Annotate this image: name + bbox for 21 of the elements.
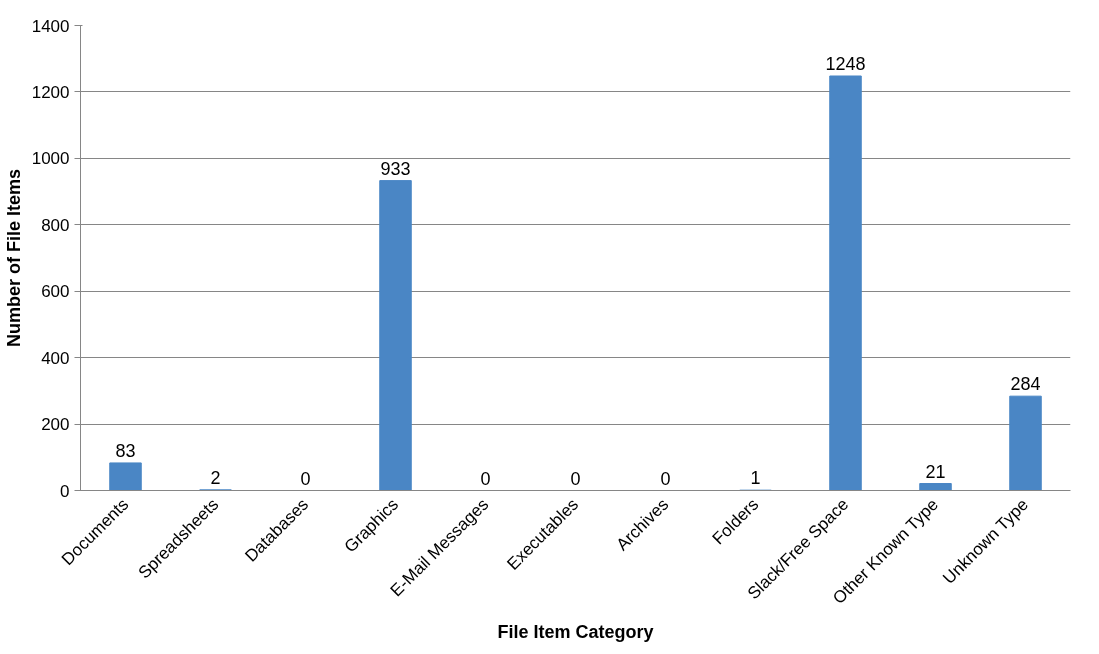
data-label: 284 — [1010, 374, 1041, 395]
y-tick-label: 200 — [41, 415, 70, 435]
y-tick-label: 1200 — [31, 82, 70, 102]
data-label: 1248 — [825, 53, 866, 74]
y-tick-label: 1000 — [31, 149, 70, 169]
data-label: 0 — [300, 468, 311, 489]
data-label: 933 — [380, 158, 411, 179]
y-axis-title: Number of File Items — [3, 168, 24, 348]
y-tick-label: 800 — [41, 215, 70, 235]
x-axis-title: File Item Category — [497, 622, 654, 643]
y-tick-label: 1400 — [31, 16, 70, 36]
data-label: 0 — [480, 468, 491, 489]
data-label: 0 — [570, 468, 581, 489]
y-tick-label: 0 — [60, 481, 70, 501]
data-label: 83 — [115, 440, 136, 461]
y-tick-label: 600 — [41, 282, 70, 302]
data-label: 0 — [660, 468, 671, 489]
data-label: 1 — [750, 468, 761, 489]
y-tick-label: 400 — [41, 348, 70, 368]
data-label: 21 — [925, 461, 946, 482]
data-label: 2 — [210, 467, 221, 488]
